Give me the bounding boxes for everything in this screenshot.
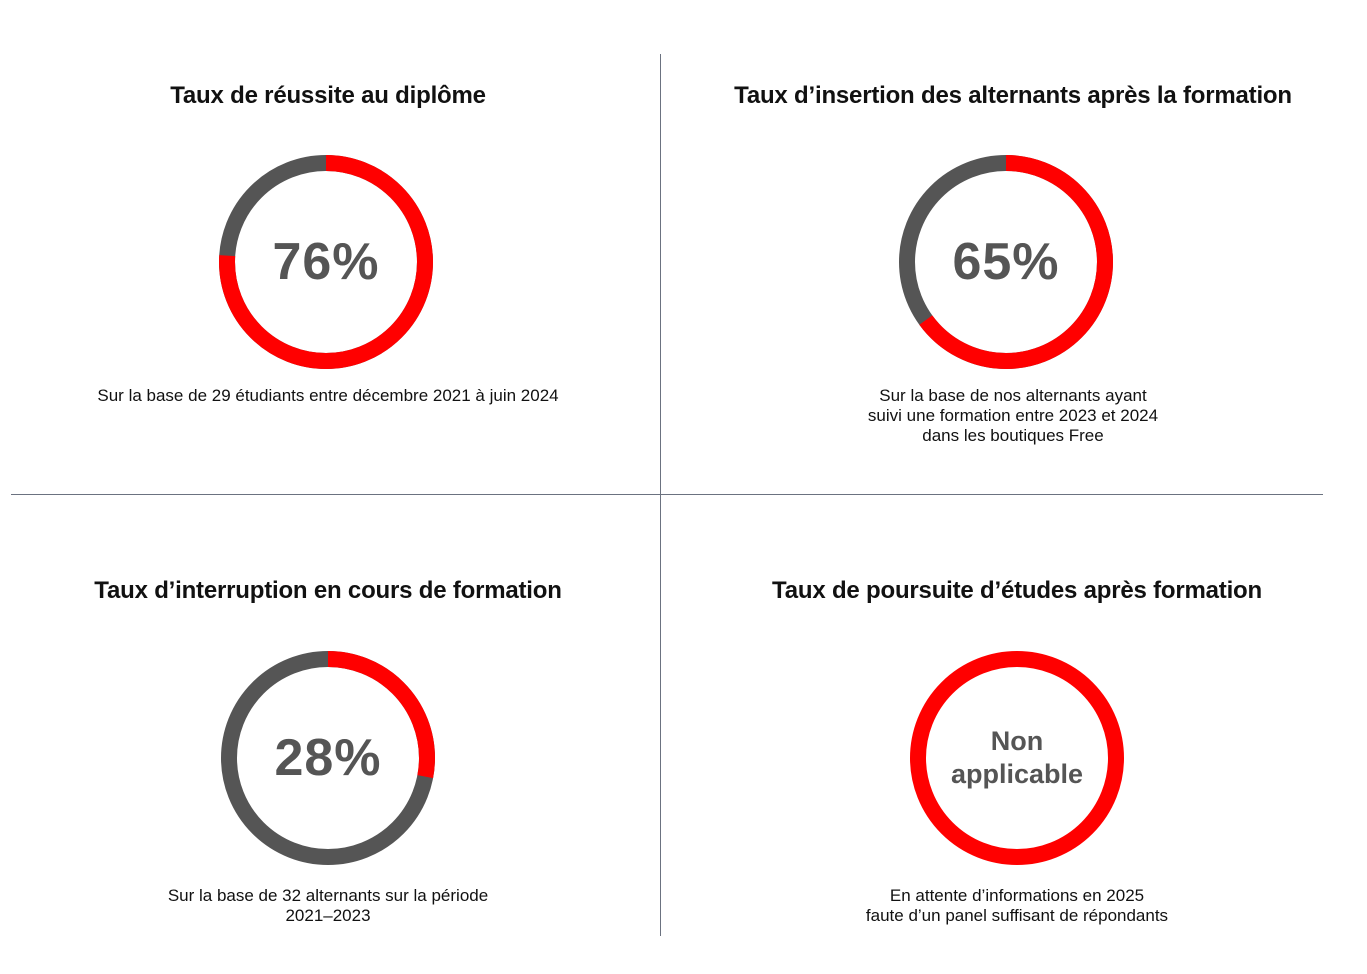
caption-line: En attente d’informations en 2025 xyxy=(889,886,1145,905)
donut-value-label: 28% xyxy=(274,729,382,787)
donut-value-label: 76% xyxy=(272,233,380,291)
caption-line: Sur la base de 32 alternants sur la péri… xyxy=(167,886,489,905)
donut-svg xyxy=(899,155,1113,369)
panel-title: Taux de réussite au diplôme xyxy=(170,82,486,109)
caption-line: suivi une formation entre 2023 et 2024 xyxy=(867,406,1159,425)
caption: Sur la base de 32 alternants sur la péri… xyxy=(14,886,642,926)
panel-title: Taux d’insertion des alternants après la… xyxy=(734,82,1292,109)
caption: Sur la base de nos alternants ayant suiv… xyxy=(690,386,1336,446)
vertical-divider xyxy=(660,54,661,936)
donut-value-segment xyxy=(219,155,433,369)
caption: En attente d’informations en 2025 faute … xyxy=(690,886,1344,926)
panel-insertion: Taux d’insertion des alternants après la… xyxy=(690,0,1336,490)
donut-chart: 76% xyxy=(218,154,434,370)
panel-title: Taux de poursuite d’études après formati… xyxy=(772,577,1262,604)
donut-ring xyxy=(910,651,1124,865)
caption-line: Sur la base de 29 étudiants entre décemb… xyxy=(97,386,559,405)
donut-value-segment xyxy=(899,155,1113,369)
donut-value-label: 65% xyxy=(952,233,1060,291)
donut-svg xyxy=(221,651,435,865)
caption-line: Sur la base de nos alternants ayant xyxy=(879,386,1147,405)
caption-line: 2021–2023 xyxy=(285,906,371,925)
panel-reussite: Taux de réussite au diplôme 76% Sur la b… xyxy=(14,0,642,490)
caption: Sur la base de 29 étudiants entre décemb… xyxy=(14,386,642,406)
donut-value-segment xyxy=(221,651,435,865)
donut-chart: 28% xyxy=(220,650,436,866)
horizontal-divider xyxy=(11,494,1323,495)
donut-chart: 65% xyxy=(898,154,1114,370)
panel-poursuite: Taux de poursuite d’études après formati… xyxy=(690,496,1344,966)
donut-svg xyxy=(910,651,1124,865)
panel-title: Taux d’interruption en cours de formatio… xyxy=(94,577,562,604)
panel-interruption: Taux d’interruption en cours de formatio… xyxy=(14,496,642,966)
donut-svg xyxy=(219,155,433,369)
donut-chart: Non applicable xyxy=(909,650,1125,866)
donut-value-label: Non applicable xyxy=(950,726,1084,789)
caption-line: dans les boutiques Free xyxy=(922,426,1104,445)
caption-line: faute d’un panel suffisant de répondants xyxy=(865,906,1169,925)
